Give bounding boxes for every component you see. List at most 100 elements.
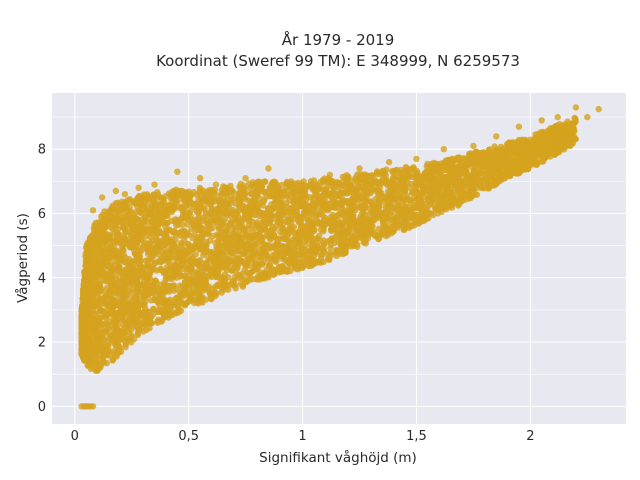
data-point	[300, 178, 307, 185]
data-point	[296, 201, 303, 208]
data-point	[237, 189, 245, 196]
data-point	[122, 229, 129, 236]
data-point	[320, 228, 327, 235]
data-point	[372, 196, 379, 203]
data-point	[183, 240, 191, 248]
data-point	[348, 182, 355, 189]
data-point	[97, 272, 104, 280]
data-point	[150, 305, 157, 313]
data-point	[422, 183, 430, 191]
data-point	[211, 283, 219, 291]
data-point	[287, 209, 295, 217]
data-point	[207, 252, 215, 259]
data-point	[555, 132, 562, 140]
data-point	[402, 166, 409, 174]
data-point	[407, 165, 415, 173]
data-point	[335, 181, 342, 188]
data-point	[305, 258, 312, 265]
data-point	[233, 216, 240, 224]
data-point	[139, 202, 147, 209]
data-point	[219, 275, 226, 282]
data-point	[279, 225, 287, 232]
data-point	[82, 262, 89, 270]
data-point	[463, 160, 470, 168]
data-point	[167, 260, 174, 267]
data-point	[179, 221, 186, 228]
data-point	[192, 216, 199, 223]
data-point	[99, 352, 107, 360]
data-point	[108, 332, 115, 339]
data-point	[260, 196, 268, 204]
data-point	[212, 239, 219, 247]
data-point	[416, 205, 423, 212]
data-point	[161, 313, 169, 320]
data-point	[327, 241, 335, 248]
data-point	[79, 302, 86, 309]
data-point	[359, 183, 366, 191]
data-point	[376, 214, 383, 222]
data-point	[303, 253, 310, 260]
data-point	[363, 188, 370, 195]
data-point	[443, 189, 451, 196]
data-point	[174, 255, 181, 262]
data-point	[248, 254, 255, 261]
data-point	[299, 264, 306, 271]
data-point	[381, 216, 388, 223]
data-point	[168, 242, 175, 249]
data-point	[104, 208, 111, 215]
data-point	[264, 270, 271, 278]
data-point	[131, 316, 138, 324]
data-point	[132, 250, 139, 257]
data-point	[214, 209, 221, 216]
data-point	[378, 230, 386, 237]
data-point	[532, 131, 539, 138]
data-point	[286, 260, 294, 267]
scatter-points	[78, 104, 602, 410]
data-point	[154, 319, 161, 326]
data-point	[278, 181, 285, 188]
data-point	[410, 220, 417, 227]
data-point	[458, 193, 465, 200]
data-point	[263, 253, 271, 260]
data-point	[483, 171, 490, 178]
data-point	[150, 191, 158, 199]
data-point	[520, 140, 527, 148]
data-point	[227, 236, 234, 243]
data-point	[142, 214, 149, 221]
data-point	[302, 246, 310, 254]
data-point	[544, 141, 552, 148]
data-point	[480, 161, 487, 168]
data-point	[86, 301, 93, 308]
data-point	[120, 203, 128, 210]
chart-title-line1: År 1979 - 2019	[282, 30, 395, 49]
data-point	[127, 220, 135, 227]
data-point	[232, 223, 239, 230]
data-point	[103, 231, 111, 238]
data-point	[262, 245, 269, 252]
data-point	[113, 325, 120, 332]
data-point	[254, 275, 261, 282]
data-point	[97, 321, 104, 328]
data-point	[343, 179, 350, 187]
data-point	[505, 165, 512, 172]
data-point	[205, 187, 213, 194]
data-point	[200, 271, 207, 278]
data-point	[342, 248, 349, 255]
data-point	[209, 233, 217, 240]
data-point	[160, 251, 168, 259]
data-point	[141, 309, 148, 317]
data-point	[422, 176, 430, 183]
data-point	[193, 191, 200, 198]
data-point	[241, 193, 248, 201]
data-point	[148, 258, 155, 265]
data-point	[229, 206, 237, 214]
data-point	[206, 225, 213, 232]
data-point	[339, 195, 346, 202]
data-point	[278, 266, 285, 273]
data-point	[428, 160, 436, 167]
data-point	[312, 249, 319, 256]
data-point	[188, 268, 195, 275]
data-point	[253, 219, 261, 226]
data-point	[203, 285, 210, 292]
data-point	[151, 296, 158, 304]
